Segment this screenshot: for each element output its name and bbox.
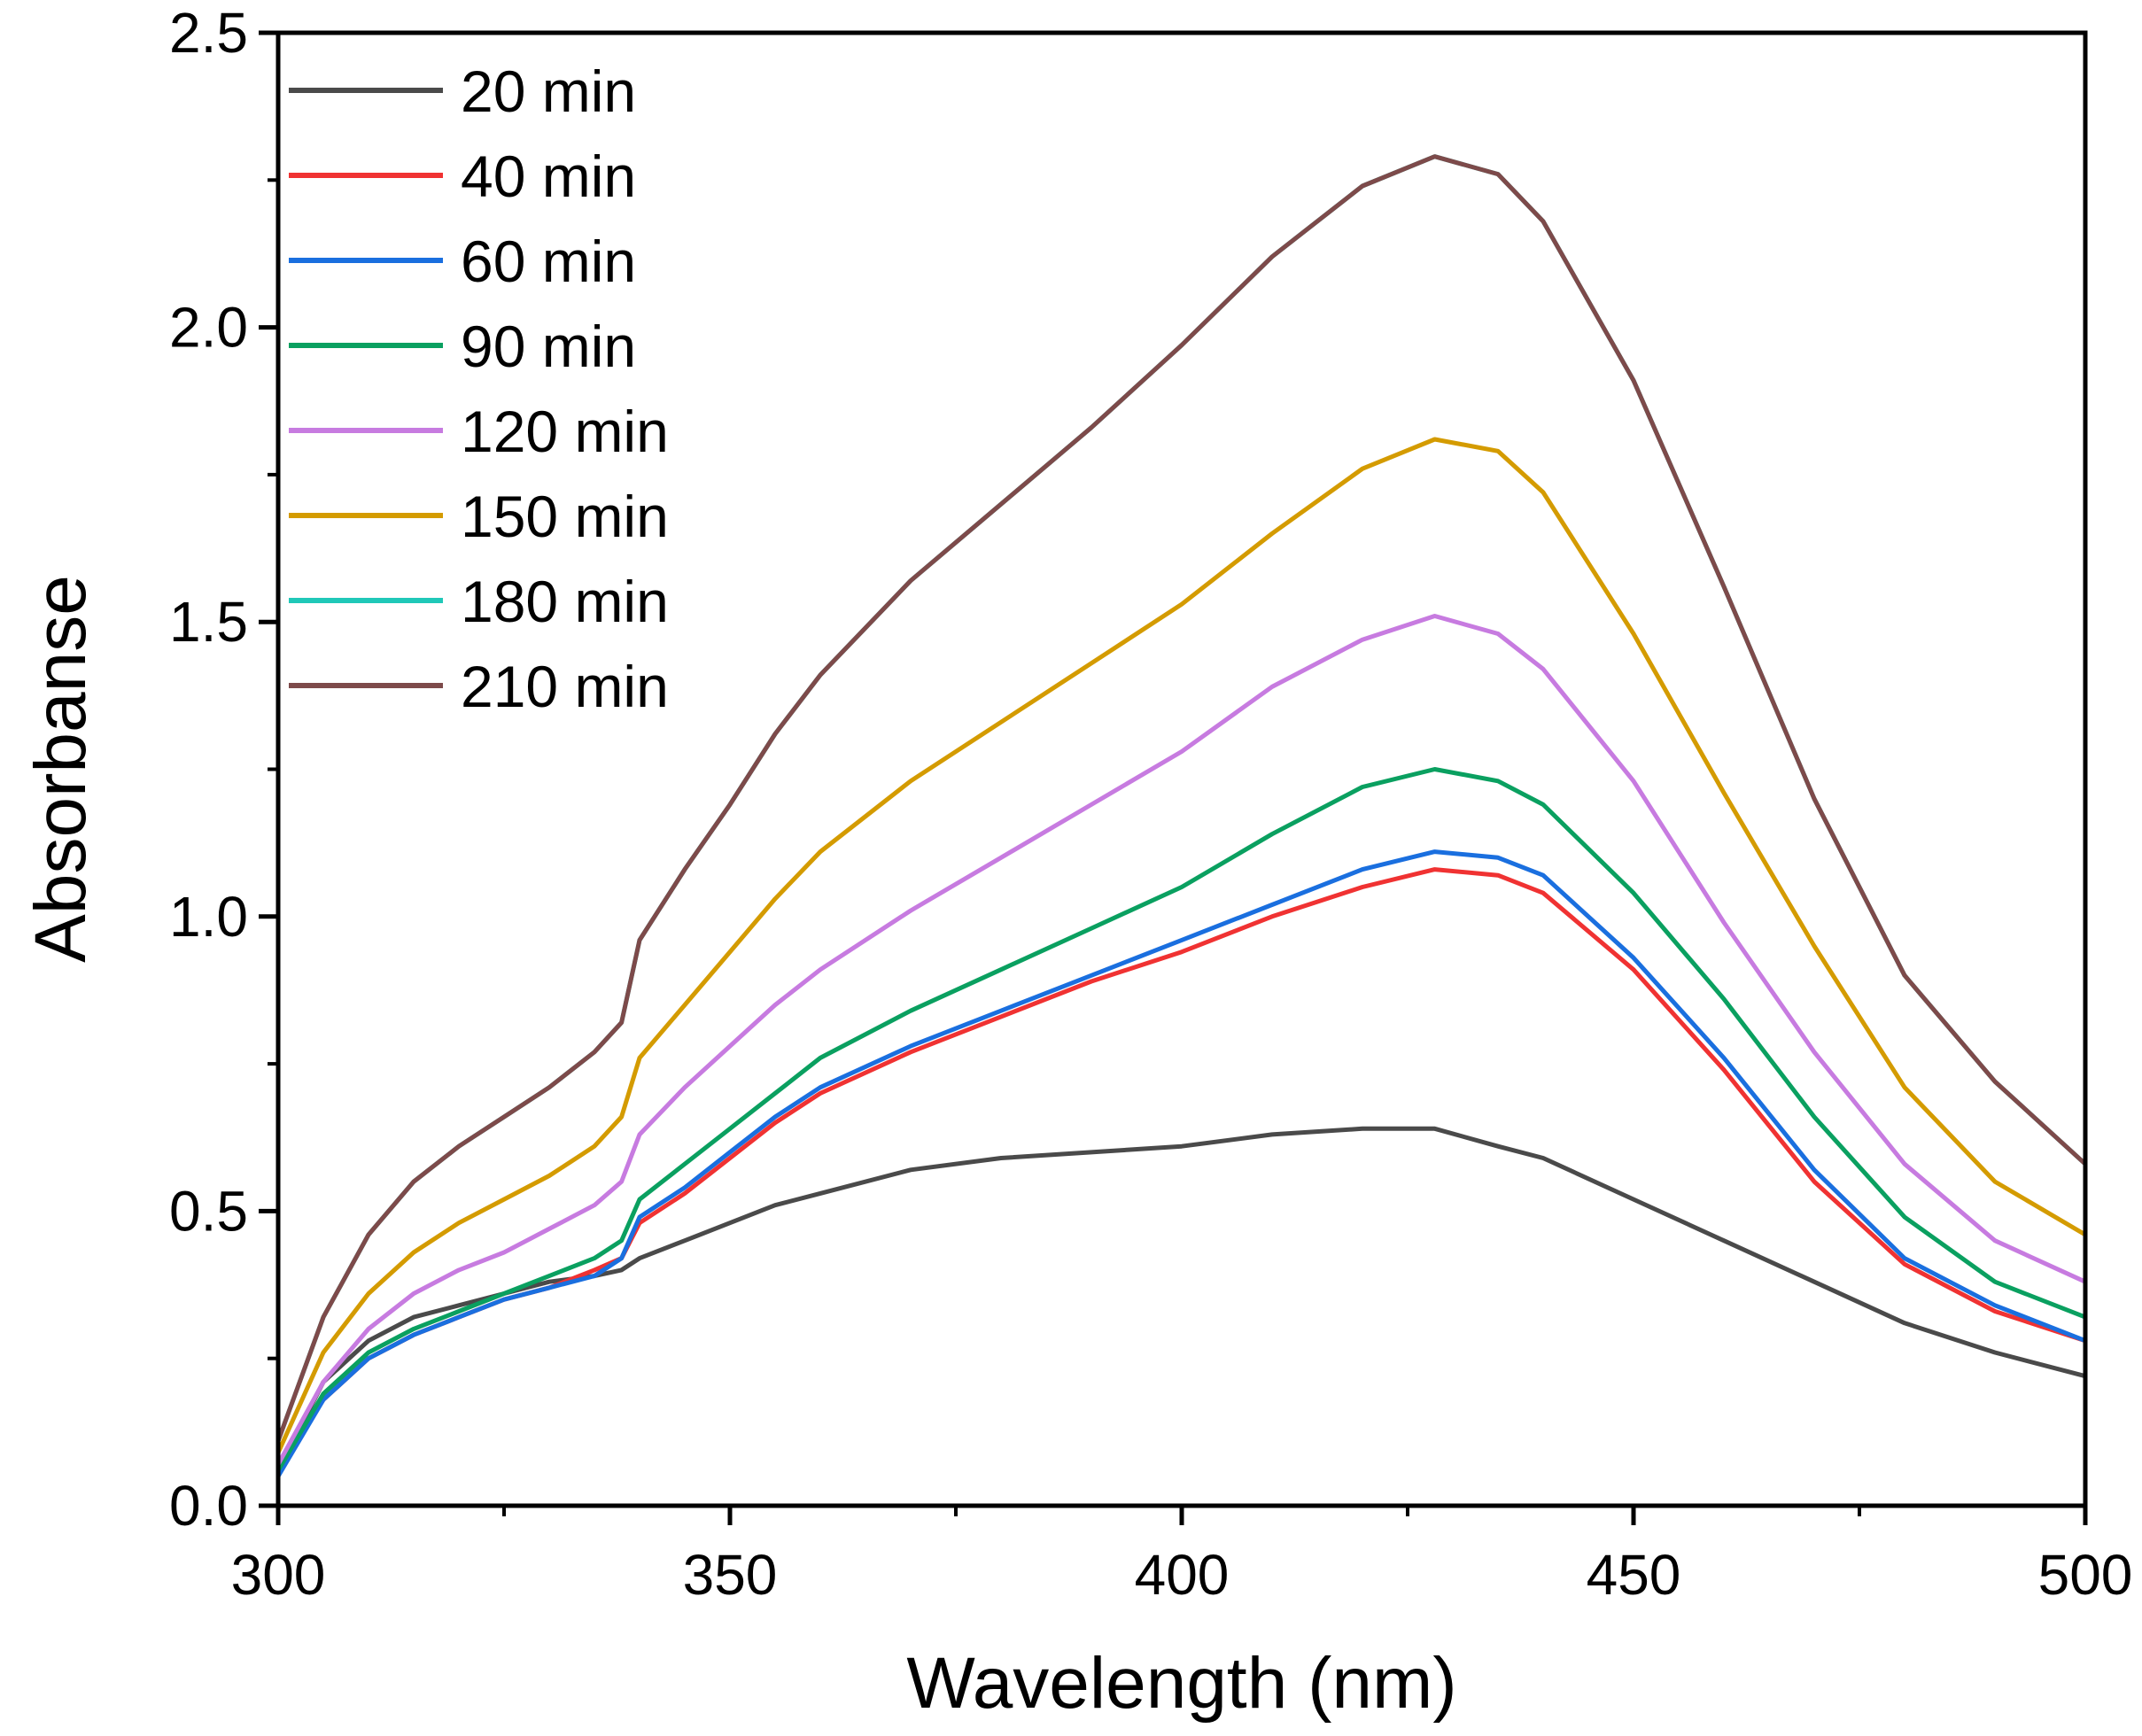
x-tick-label: 450 [1587, 1543, 1681, 1607]
legend-label: 60 min [461, 229, 636, 294]
legend-label: 20 min [461, 58, 636, 124]
legend-label: 180 min [461, 569, 669, 634]
y-tick-label: 0.0 [169, 1474, 248, 1538]
legend-label: 120 min [461, 399, 669, 464]
plot-frame [276, 30, 2088, 1508]
legend-label: 40 min [461, 143, 636, 209]
y-axis-label: Absorbanse [20, 575, 101, 963]
x-tick-label: 300 [231, 1543, 326, 1607]
legend-label: 150 min [461, 484, 669, 549]
tick-labels: 300 350 400 450 500 0.0 0.5 1.0 1.5 2.0 2.5 [169, 1, 2132, 1607]
y-tick-label: 2.5 [169, 1, 248, 65]
x-tick-label: 500 [2038, 1543, 2133, 1607]
x-axis-label: Wavelength (nm) [906, 1643, 1456, 1724]
series-line-120-min [276, 614, 2088, 1467]
y-tick-label: 1.5 [169, 590, 248, 654]
y-tick-label: 1.0 [169, 885, 248, 949]
y-tick-label: 0.5 [169, 1179, 248, 1243]
series-line-90-min [276, 767, 2088, 1473]
x-tick-label: 350 [683, 1543, 778, 1607]
series-line-60-min [276, 849, 2088, 1479]
x-tick-label: 400 [1135, 1543, 1230, 1607]
legend-label: 90 min [461, 314, 636, 379]
legend: 20 min 40 min 60 min 90 min 120 min 150 min 18… [289, 58, 669, 719]
y-tick-label: 2.0 [169, 296, 248, 360]
series-line-210-min [276, 154, 2088, 1444]
plot-lines [276, 154, 2088, 1479]
legend-label: 210 min [461, 654, 669, 719]
series-line-150-min [276, 437, 2088, 1455]
